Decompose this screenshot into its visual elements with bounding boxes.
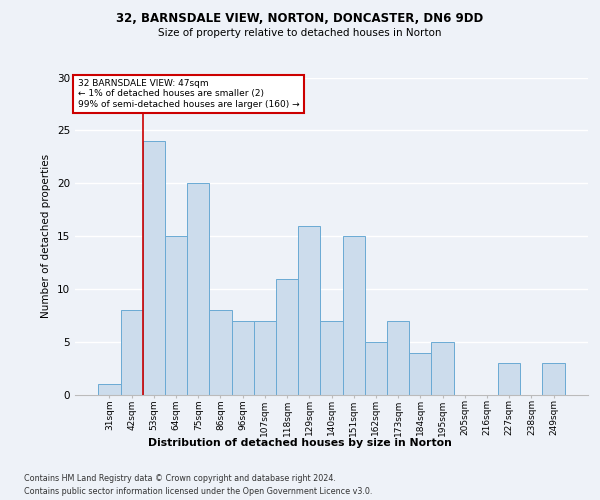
Text: Contains HM Land Registry data © Crown copyright and database right 2024.: Contains HM Land Registry data © Crown c… [24, 474, 336, 483]
Bar [343, 236, 365, 395]
Text: Size of property relative to detached houses in Norton: Size of property relative to detached ho… [158, 28, 442, 38]
Bar [187, 184, 209, 395]
Bar [165, 236, 187, 395]
Bar [121, 310, 143, 395]
Bar [498, 363, 520, 395]
Bar [387, 321, 409, 395]
Bar [542, 363, 565, 395]
Bar [143, 141, 165, 395]
Text: 32 BARNSDALE VIEW: 47sqm
← 1% of detached houses are smaller (2)
99% of semi-det: 32 BARNSDALE VIEW: 47sqm ← 1% of detache… [77, 79, 299, 109]
Text: 32, BARNSDALE VIEW, NORTON, DONCASTER, DN6 9DD: 32, BARNSDALE VIEW, NORTON, DONCASTER, D… [116, 12, 484, 26]
Bar [409, 352, 431, 395]
Bar [276, 278, 298, 395]
Text: Distribution of detached houses by size in Norton: Distribution of detached houses by size … [148, 438, 452, 448]
Bar [320, 321, 343, 395]
Bar [365, 342, 387, 395]
Bar [298, 226, 320, 395]
Y-axis label: Number of detached properties: Number of detached properties [41, 154, 52, 318]
Text: Contains public sector information licensed under the Open Government Licence v3: Contains public sector information licen… [24, 488, 373, 496]
Bar [431, 342, 454, 395]
Bar [232, 321, 254, 395]
Bar [98, 384, 121, 395]
Bar [254, 321, 276, 395]
Bar [209, 310, 232, 395]
